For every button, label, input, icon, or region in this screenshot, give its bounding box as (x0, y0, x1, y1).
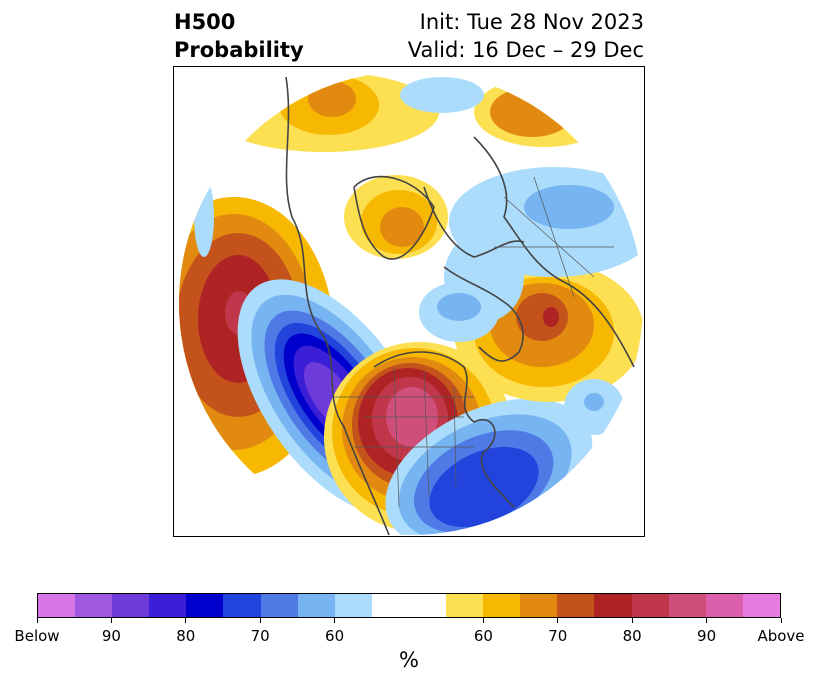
colorbar-segment (408, 594, 447, 617)
colorbar-segment (483, 594, 521, 617)
colorbar-segment (631, 594, 669, 617)
tick-label: 90 (101, 627, 121, 645)
title-line-2: Probability (174, 38, 304, 62)
colorbar-segment (594, 594, 632, 617)
tick-label: 60 (473, 627, 493, 645)
colorbar-segment (260, 594, 298, 617)
tick-label: Below (14, 627, 60, 645)
borders (334, 176, 614, 508)
tick-mark (259, 618, 261, 623)
canada-above-anomaly (344, 175, 448, 259)
atlantic-below-anomaly (385, 398, 593, 535)
tick-label: 60 (325, 627, 345, 645)
tick-mark (780, 618, 782, 623)
colorbar-label: % (399, 648, 419, 672)
tick-label: 80 (622, 627, 642, 645)
tick-mark (631, 618, 633, 623)
northwest-above-anomaly (209, 72, 439, 152)
colorbar-segment (38, 594, 76, 617)
colorbar-segment (668, 594, 706, 617)
colorbar-segment (75, 594, 113, 617)
title-line-1: H500 (174, 10, 236, 34)
tick-label: 70 (548, 627, 568, 645)
map-svg (179, 71, 643, 536)
colorbar-segment (520, 594, 558, 617)
colorbar-segment (446, 594, 484, 617)
colorbar-segment (112, 594, 150, 617)
probability-map (173, 66, 645, 537)
map-title: H500 Probability (174, 8, 304, 64)
colorbar-segment (705, 594, 743, 617)
colorbar-segment (742, 594, 780, 617)
probability-fill (179, 71, 643, 535)
tick-mark (482, 618, 484, 623)
tick-label: 80 (176, 627, 196, 645)
colorbar-segment (149, 594, 187, 617)
init-date: Init: Tue 28 Nov 2023 (419, 10, 644, 34)
tick-mark (110, 618, 112, 623)
coastlines (285, 76, 635, 536)
tick-label: 70 (250, 627, 270, 645)
tick-mark (557, 618, 559, 623)
tick-mark (36, 618, 38, 623)
colorbar-segment (334, 594, 372, 617)
valid-range: Valid: 16 Dec – 29 Dec (407, 38, 644, 62)
colorbar-segment (186, 594, 224, 617)
tick-label: 90 (697, 627, 717, 645)
arctic-below-anomaly (194, 177, 624, 435)
colorbar-segment (297, 594, 335, 617)
forecast-dates: Init: Tue 28 Nov 2023 Valid: 16 Dec – 29… (408, 8, 644, 64)
colorbar-segment (557, 594, 595, 617)
tick-mark (706, 618, 708, 623)
tick-label: Above (757, 627, 805, 645)
tick-mark (185, 618, 187, 623)
colorbar (37, 593, 781, 618)
colorbar-segment (371, 594, 409, 617)
colorbar-segment (223, 594, 261, 617)
tick-mark (334, 618, 336, 623)
